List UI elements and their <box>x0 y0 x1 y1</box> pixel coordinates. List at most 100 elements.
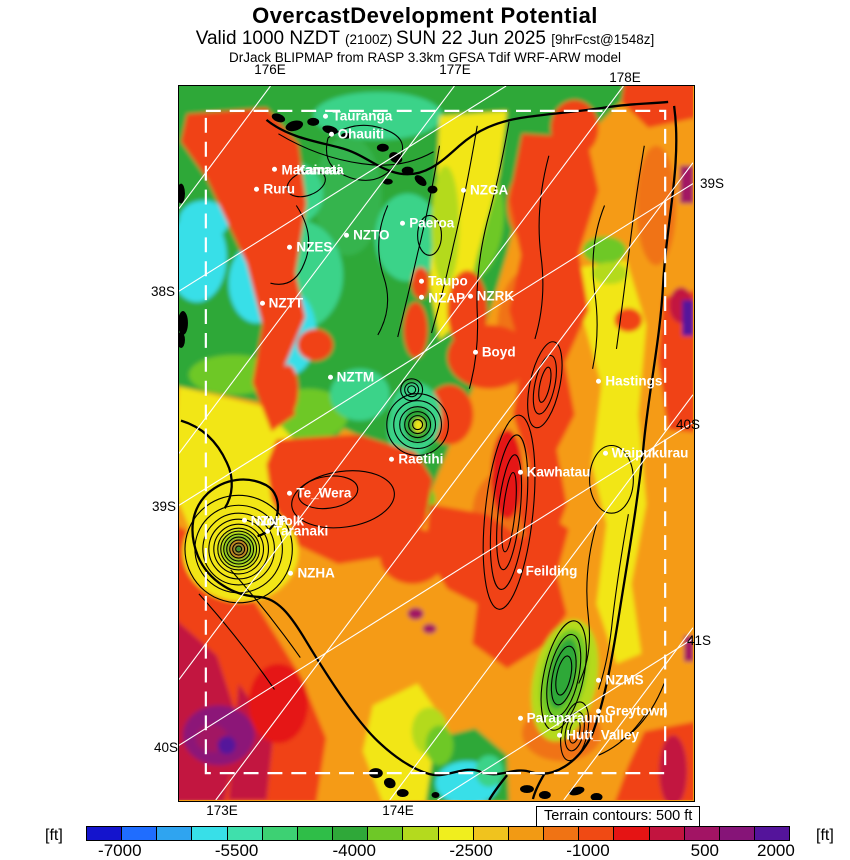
subtitle-part-0: Valid 1000 NZDT <box>195 28 345 49</box>
colorbar-segment-10 <box>438 827 474 840</box>
site-label-paeroa: Paeroa <box>400 215 455 231</box>
site-label-greytown: Greytown <box>596 703 668 719</box>
site-label-tauranga: Tauranga <box>323 108 393 124</box>
site-label-matamata: Matamata <box>272 161 344 177</box>
site-dot <box>419 295 425 301</box>
site-label-nztm: NZTM <box>327 369 375 385</box>
colorbar-segment-19 <box>754 827 790 840</box>
axis-label-39s: 39S <box>151 499 177 514</box>
site-name: Norfolk <box>256 512 304 528</box>
site-label-hutt_valley: Hutt_Valley <box>557 727 640 743</box>
site-name: Greytown <box>605 703 668 719</box>
axis-label-40s: 40S <box>153 740 179 755</box>
colorbar-segment-13 <box>544 827 580 840</box>
colorbar-segment-4 <box>227 827 263 840</box>
colorbar-segment-2 <box>157 827 193 840</box>
axis-label-173e: 173E <box>206 803 238 818</box>
model-line: DrJack BLIPMAP from RASP 3.3km GFSA Tdif… <box>228 50 622 65</box>
site-label-layer: Tauranga Ohauiti Matamata Kaimai Ruru NZES NZT… <box>179 86 694 801</box>
axis-label-39s: 39S <box>699 176 725 191</box>
site-dot <box>400 220 406 226</box>
site-dot <box>288 570 294 576</box>
site-name: NZHA <box>297 565 335 581</box>
site-dot <box>472 349 478 355</box>
site-name: Hastings <box>605 373 663 389</box>
site-name: Matamata <box>281 161 344 177</box>
site-dot <box>596 378 602 384</box>
colorbar-segment-5 <box>262 827 298 840</box>
site-dot <box>254 186 260 192</box>
axis-label-38s: 38S <box>150 284 176 299</box>
axis-label-40s: 40S <box>675 417 701 432</box>
site-name: Hutt_Valley <box>566 727 640 743</box>
colorbar-tick-500: 500 <box>690 841 719 860</box>
site-name: NZTT <box>268 295 304 311</box>
site-label-norfolk: Norfolk <box>257 514 304 528</box>
site-label-nzto: NZTO <box>344 227 390 243</box>
site-name: Boyd <box>481 344 516 360</box>
colorbar-tick--7000: -7000 <box>98 841 142 860</box>
site-label-te_wera: Te_Wera <box>287 485 352 501</box>
site-name: Feilding <box>525 563 578 579</box>
site-label-nztt: NZTT <box>259 295 304 311</box>
site-label-nznp: NZNP <box>241 514 287 528</box>
valid-time-line: Valid 1000 NZDT (2100Z) SUN 22 Jun 2025 … <box>0 28 850 50</box>
site-name: Paraparaumu <box>526 710 613 726</box>
site-dot <box>557 732 563 738</box>
colorbar-segment-18 <box>719 827 755 840</box>
colorbar-tick--2500: -2500 <box>449 841 493 860</box>
axis-label-178e: 178E <box>609 70 641 85</box>
site-dot <box>419 278 425 284</box>
colorbar-segment-9 <box>403 827 439 840</box>
site-name: Ohauiti <box>337 126 385 142</box>
site-name: NZAP <box>428 289 465 305</box>
site-label-hastings: Hastings <box>596 373 663 389</box>
subtitle-part-2: SUN 22 Jun 2025 <box>396 28 552 49</box>
site-name: NZGA <box>469 182 509 198</box>
site-name: NZMS <box>605 672 644 688</box>
site-dot <box>323 113 329 119</box>
site-name: Raetihi <box>398 451 444 467</box>
site-label-ruru: Ruru <box>254 182 295 196</box>
site-name: Paeroa <box>409 215 455 231</box>
map-raster <box>179 86 693 800</box>
site-dot <box>516 568 522 574</box>
site-name: Kaimai <box>296 161 341 177</box>
site-name: NZRK <box>476 288 515 304</box>
site-name: Waipukurau <box>611 445 689 461</box>
axis-label-174e: 174E <box>382 803 414 818</box>
site-dot <box>287 490 293 496</box>
site-label-boyd: Boyd <box>472 344 516 360</box>
graticule <box>179 86 693 800</box>
site-label-ohauiti: Ohauiti <box>328 126 385 142</box>
site-name: NZTM <box>336 369 375 385</box>
site-name: NZES <box>296 239 333 255</box>
colorbar-tick--1000: -1000 <box>566 841 610 860</box>
colorbar-segment-3 <box>192 827 228 840</box>
site-label-nzes: NZES <box>287 239 333 255</box>
colorbar-segment-6 <box>297 827 334 840</box>
site-label-nzms: NZMS <box>596 672 644 688</box>
colorbar-tick--4000: -4000 <box>332 841 376 860</box>
site-dot <box>596 708 602 714</box>
site-name: Te_Wera <box>296 485 352 501</box>
site-name: Taupo <box>428 273 468 289</box>
site-name: Taranaki <box>273 523 329 539</box>
site-label-waipukurau: Waipukurau <box>602 445 689 461</box>
colorbar <box>86 826 790 841</box>
colorbar-segment-17 <box>684 827 720 840</box>
page-title: OvercastDevelopment Potential <box>252 3 598 28</box>
site-name: Kawhatau <box>526 464 591 480</box>
site-name: NZTO <box>353 227 390 243</box>
colorbar-ticks: -7000 -5500 -4000 -2500 -1000 500 2000 <box>86 841 795 860</box>
site-label-nzha: NZHA <box>288 565 335 581</box>
site-label-paraparaumu: Paraparaumu <box>517 710 613 726</box>
site-label-raetihi: Raetihi <box>389 451 444 467</box>
site-dot <box>327 374 333 380</box>
site-dot <box>467 293 473 299</box>
inner-domain-box <box>204 109 667 775</box>
subtitle-part-3: [9hrFcst@1548z] <box>551 32 655 47</box>
site-label-nzap: NZAP <box>419 289 465 305</box>
site-label-kawhatau: Kawhatau <box>517 464 591 480</box>
site-name: Tauranga <box>332 108 393 124</box>
